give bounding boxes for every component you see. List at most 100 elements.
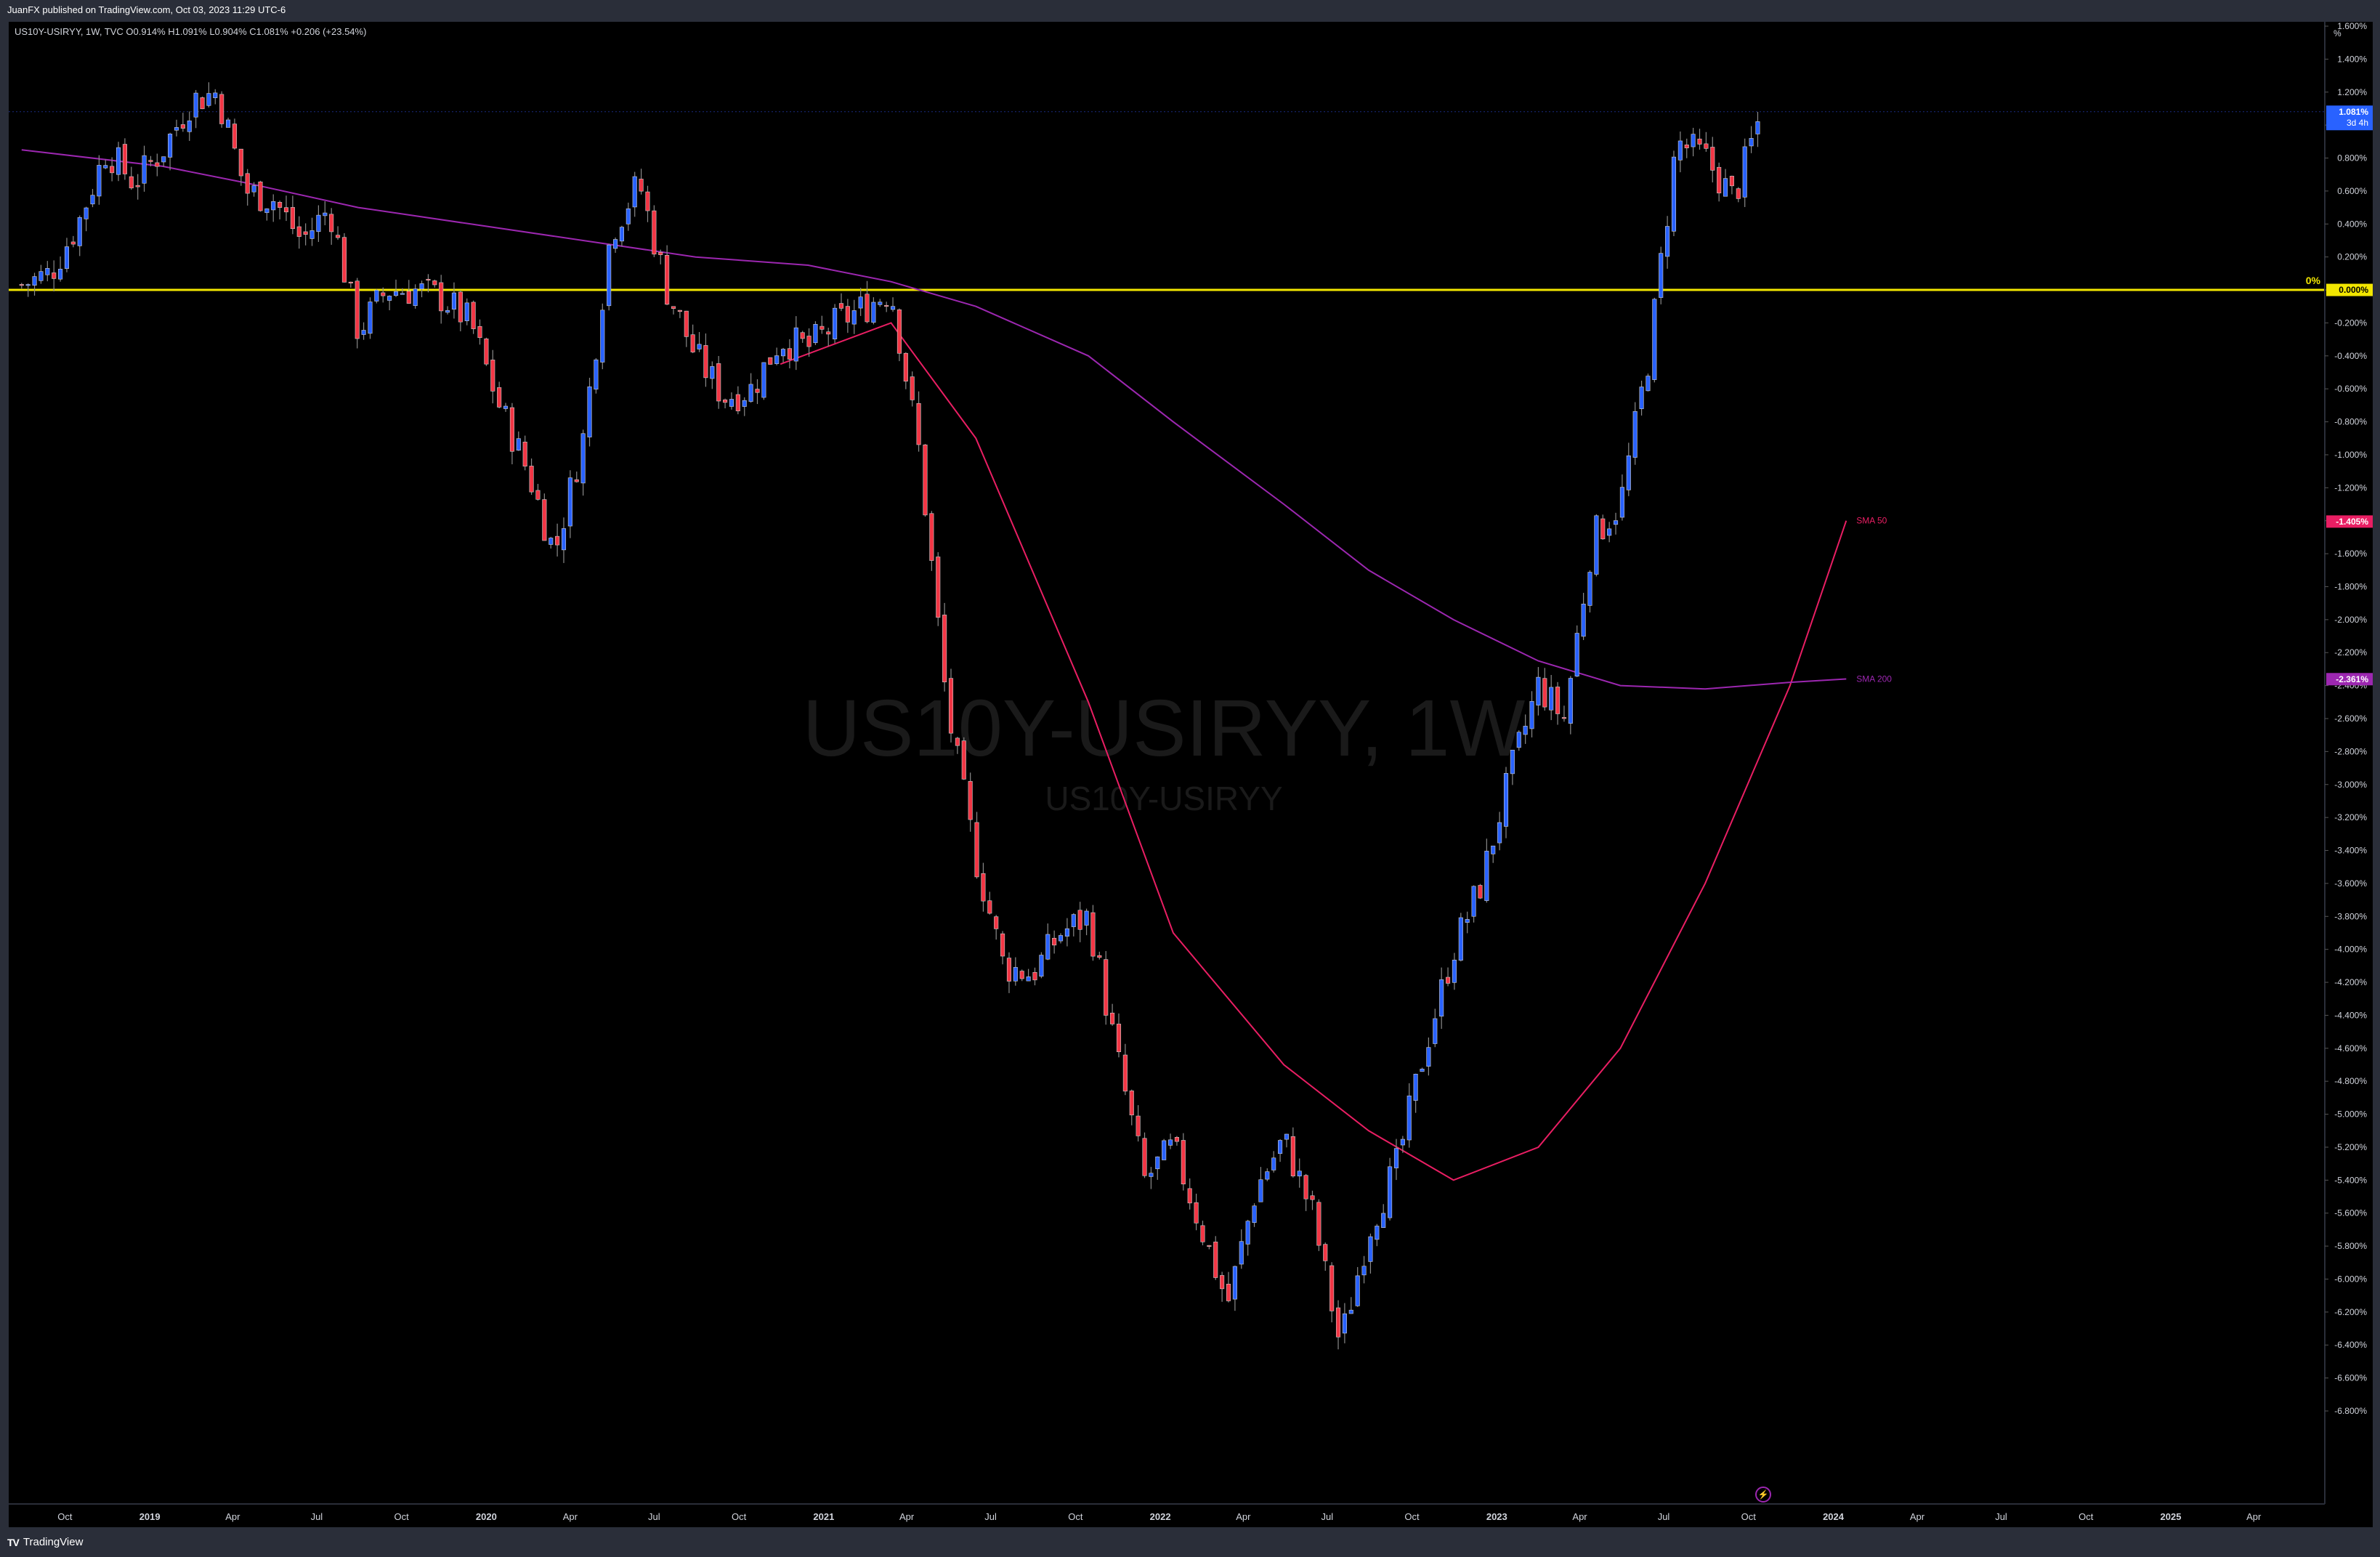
candle-body[interactable]: [742, 400, 747, 407]
candle-body[interactable]: [1104, 959, 1109, 1016]
candle-body[interactable]: [936, 557, 941, 618]
candle-body[interactable]: [1445, 976, 1451, 984]
candle-body[interactable]: [735, 394, 740, 411]
candle-body[interactable]: [1026, 976, 1031, 982]
candle-body[interactable]: [213, 92, 218, 98]
candle-body[interactable]: [348, 281, 353, 284]
candle-body[interactable]: [381, 292, 386, 296]
candle-body[interactable]: [1162, 1140, 1167, 1160]
candle-body[interactable]: [690, 334, 695, 352]
candle-body[interactable]: [180, 124, 185, 129]
candle-body[interactable]: [516, 438, 521, 451]
candle-body[interactable]: [1710, 147, 1715, 171]
candle-body[interactable]: [1677, 140, 1683, 161]
candle-body[interactable]: [755, 389, 760, 393]
candle-body[interactable]: [1626, 455, 1631, 490]
candle-body[interactable]: [1646, 376, 1651, 392]
candle-body[interactable]: [1045, 934, 1051, 960]
candle-body[interactable]: [1348, 1309, 1353, 1314]
candle-body[interactable]: [232, 124, 237, 149]
candle-body[interactable]: [574, 479, 579, 482]
candle-body[interactable]: [1600, 518, 1606, 540]
candle-body[interactable]: [619, 227, 624, 242]
candle-body[interactable]: [710, 366, 715, 379]
candle-body[interactable]: [780, 349, 786, 357]
candle-body[interactable]: [471, 302, 476, 329]
candle-body[interactable]: [451, 292, 457, 310]
candle-body[interactable]: [70, 241, 76, 245]
candle-body[interactable]: [432, 280, 437, 286]
candle-body[interactable]: [871, 302, 876, 323]
candle-body[interactable]: [1523, 726, 1528, 735]
candle-body[interactable]: [1187, 1188, 1192, 1204]
candle-body[interactable]: [748, 384, 753, 402]
brand[interactable]: TV TradingView: [7, 1536, 83, 1548]
candle-body[interactable]: [168, 134, 173, 158]
candle-body[interactable]: [122, 144, 127, 174]
candle-body[interactable]: [1071, 914, 1076, 927]
candle-body[interactable]: [1400, 1139, 1405, 1146]
candle-body[interactable]: [1258, 1179, 1263, 1202]
candle-body[interactable]: [1723, 178, 1728, 197]
candle-body[interactable]: [509, 407, 514, 452]
candle-body[interactable]: [1665, 226, 1670, 257]
candle-body[interactable]: [974, 822, 979, 878]
candle-body[interactable]: [103, 165, 108, 169]
candle-body[interactable]: [858, 296, 863, 309]
candle-body[interactable]: [1207, 1245, 1212, 1247]
candle-body[interactable]: [484, 339, 489, 365]
candle-body[interactable]: [1729, 176, 1734, 187]
candle-body[interactable]: [1361, 1266, 1367, 1276]
candle-body[interactable]: [1265, 1171, 1270, 1180]
candle-body[interactable]: [45, 268, 50, 275]
candle-body[interactable]: [929, 513, 934, 561]
candle-body[interactable]: [813, 324, 818, 344]
candle-body[interactable]: [942, 615, 947, 683]
candle-body[interactable]: [161, 156, 166, 163]
candle-body[interactable]: [1393, 1148, 1399, 1168]
candle-body[interactable]: [278, 202, 283, 208]
candle-body[interactable]: [1594, 515, 1599, 575]
candle-body[interactable]: [1704, 143, 1709, 149]
candle-body[interactable]: [25, 284, 31, 286]
candle-body[interactable]: [1652, 299, 1657, 380]
candle-body[interactable]: [1484, 851, 1489, 901]
candle-body[interactable]: [400, 293, 405, 295]
candle-body[interactable]: [374, 290, 379, 302]
candle-body[interactable]: [600, 310, 605, 363]
candle-body[interactable]: [174, 127, 179, 131]
candle-body[interactable]: [1607, 528, 1612, 536]
candle-body[interactable]: [1284, 1133, 1290, 1140]
candle-body[interactable]: [1329, 1265, 1335, 1311]
candle-body[interactable]: [1503, 773, 1509, 827]
candle-body[interactable]: [561, 528, 567, 551]
candle-body[interactable]: [1239, 1241, 1244, 1265]
candle-body[interactable]: [1529, 701, 1534, 729]
candle-body[interactable]: [19, 284, 24, 286]
candle-body[interactable]: [639, 179, 644, 192]
candle-body[interactable]: [368, 302, 373, 334]
candle-body[interactable]: [1355, 1275, 1360, 1306]
candle-body[interactable]: [1271, 1157, 1276, 1170]
candle-body[interactable]: [1077, 910, 1082, 930]
candle-body[interactable]: [987, 900, 992, 914]
candle-body[interactable]: [768, 357, 773, 365]
candle-body[interactable]: [1013, 967, 1018, 982]
candle-body[interactable]: [665, 254, 670, 305]
candle-body[interactable]: [1245, 1221, 1250, 1245]
candle-body[interactable]: [1581, 603, 1586, 637]
candle-body[interactable]: [419, 283, 424, 289]
candle-body[interactable]: [1019, 971, 1024, 979]
candle-body[interactable]: [632, 176, 637, 208]
candle-body[interactable]: [1736, 188, 1741, 199]
candle-body[interactable]: [1574, 633, 1579, 676]
candle-body[interactable]: [1181, 1140, 1186, 1185]
candle-body[interactable]: [542, 499, 547, 541]
candle-body[interactable]: [303, 231, 308, 235]
candle-body[interactable]: [490, 360, 495, 392]
candle-body[interactable]: [1174, 1136, 1179, 1142]
candle-body[interactable]: [251, 185, 256, 193]
candle-body[interactable]: [1465, 919, 1470, 923]
candle-body[interactable]: [1542, 678, 1547, 708]
candle-body[interactable]: [1297, 1170, 1302, 1177]
